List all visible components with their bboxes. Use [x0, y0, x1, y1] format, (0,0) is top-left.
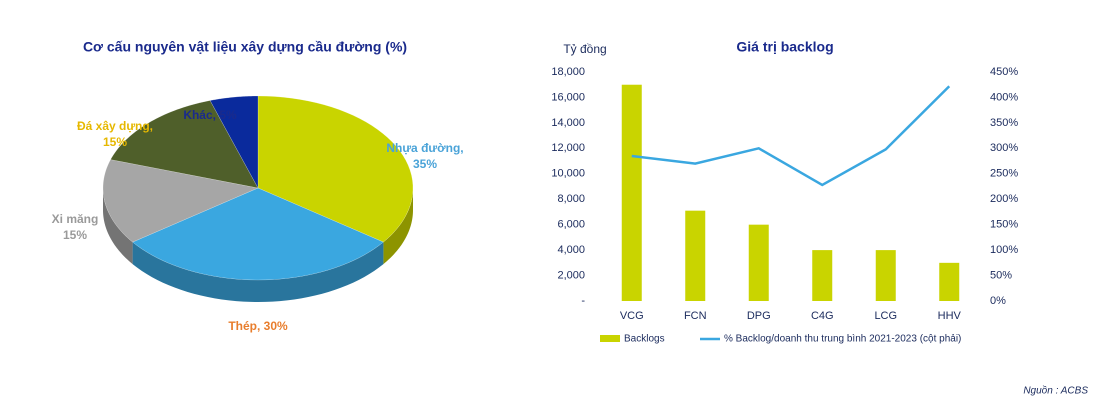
y2-tick-label: 450%	[990, 66, 1018, 78]
x-tick-label: DPG	[747, 310, 771, 322]
source: Nguồn : ACBS	[1023, 385, 1088, 397]
y2-tick-label: 300%	[990, 142, 1018, 154]
slice-label: Xi măng 15%	[51, 212, 99, 242]
y2-tick-label: 0%	[990, 295, 1006, 307]
slice	[110, 100, 259, 189]
y-tick-label: 14,000	[551, 117, 585, 129]
bar	[621, 84, 642, 301]
slice-label: Thép, 30%	[228, 319, 288, 333]
y-tick-label: 2,000	[557, 269, 585, 281]
y-tick-label: 4,000	[557, 244, 585, 256]
x-tick-label: VCG	[620, 310, 644, 322]
pie-title: Cơ cấu nguyên vật liệu xây dựng cầu đườn…	[83, 39, 407, 55]
y-axis-label: Tỷ đồng	[563, 42, 606, 56]
slice	[257, 95, 414, 243]
line	[631, 85, 951, 187]
bar	[939, 262, 960, 301]
slice-side	[383, 188, 413, 265]
bar	[748, 224, 769, 301]
slice	[102, 159, 259, 243]
x-tick-label: LCG	[874, 310, 897, 322]
bar	[812, 250, 833, 301]
y2-tick-label: 200%	[990, 193, 1018, 205]
slice-side	[132, 242, 384, 302]
bar	[875, 250, 896, 301]
bar	[685, 210, 706, 301]
x-tick-label: C4G	[811, 310, 834, 322]
y-tick-label: 18,000	[551, 66, 585, 78]
y2-tick-label: 400%	[990, 91, 1018, 103]
y2-tick-label: 350%	[990, 117, 1018, 129]
x-tick-label: HHV	[938, 310, 962, 322]
y-tick-label: 16,000	[551, 91, 585, 103]
y2-tick-label: 100%	[990, 244, 1018, 256]
y-tick-label: 8,000	[557, 193, 585, 205]
legend-swatch	[600, 335, 620, 342]
slice-label: Khác, 5%	[183, 108, 237, 122]
x-tick-label: FCN	[684, 310, 707, 322]
y2-tick-label: 250%	[990, 168, 1018, 180]
legend-label: % Backlog/doanh thu trung bình 2021-2023…	[724, 334, 961, 345]
slice	[132, 187, 384, 281]
y2-tick-label: 50%	[990, 269, 1012, 281]
y-tick-label: -	[581, 295, 585, 307]
slice-side	[103, 188, 133, 265]
slice-label: Nhựa đường, 35%	[386, 141, 464, 171]
y2-tick-label: 150%	[990, 219, 1018, 231]
legend-label: Backlogs	[624, 334, 665, 345]
slice-label: Đá xây dựng, 15%	[76, 119, 154, 149]
bar-title: Giá trị backlog	[736, 39, 833, 55]
slice	[209, 95, 259, 189]
y-tick-label: 6,000	[557, 219, 585, 231]
y-tick-label: 10,000	[551, 168, 585, 180]
y-tick-label: 12,000	[551, 142, 585, 154]
